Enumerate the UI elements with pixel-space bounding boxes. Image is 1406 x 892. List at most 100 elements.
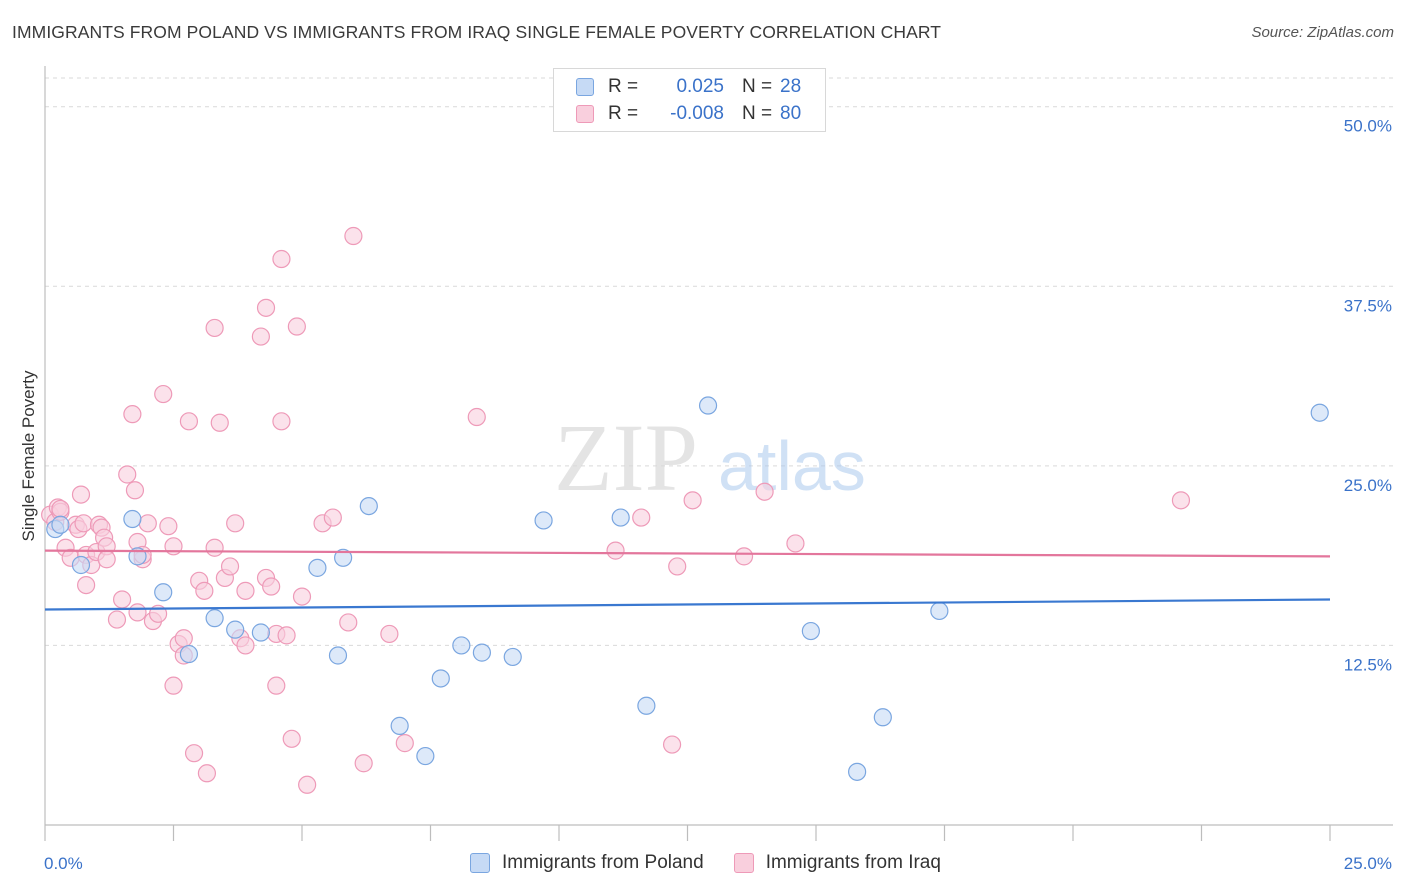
poland-r-label: R = xyxy=(608,76,639,97)
iraq-point xyxy=(323,508,342,527)
iraq-point xyxy=(467,407,486,427)
iraq-point xyxy=(51,499,70,519)
legend-item-iraq: Immigrants from Iraq xyxy=(733,852,941,874)
iraq-point xyxy=(267,676,286,695)
poland-point xyxy=(179,644,199,664)
legend-iraq-swatch xyxy=(733,853,754,873)
iraq-point xyxy=(786,534,805,553)
iraq-point xyxy=(195,581,214,600)
iraq-r-value: -0.008 xyxy=(670,103,724,124)
iraq-point xyxy=(197,764,217,783)
poland-point xyxy=(51,515,70,534)
iraq-point xyxy=(668,557,687,576)
y-tick-label: 12.5% xyxy=(1344,655,1392,674)
legend-iraq-label: Immigrants from Iraq xyxy=(765,852,941,873)
poland-point xyxy=(698,396,718,415)
iraq-r-label: R = xyxy=(608,103,639,124)
poland-point xyxy=(308,558,327,577)
poland-point xyxy=(848,762,867,781)
poland-point xyxy=(71,555,91,575)
iraq-point xyxy=(632,508,651,527)
poland-point xyxy=(873,708,892,727)
poland-swatch xyxy=(576,78,594,96)
iraq-point xyxy=(272,249,291,269)
iraq-trend-line xyxy=(44,549,1331,558)
source-label: Source: ZipAtlas.com xyxy=(1251,24,1394,41)
iraq-point xyxy=(339,613,358,632)
watermark: ZIP atlas xyxy=(554,404,866,511)
iraq-point xyxy=(380,624,399,644)
iraq-point xyxy=(97,550,116,569)
iraq-point xyxy=(220,557,240,576)
poland-point xyxy=(251,623,270,642)
iraq-point xyxy=(74,514,93,533)
poland-trend-line xyxy=(44,598,1331,611)
poland-point xyxy=(1310,403,1329,422)
axes xyxy=(44,66,1393,841)
poland-point xyxy=(390,716,409,735)
y-axis-label: Single Female Poverty xyxy=(19,370,38,542)
iraq-point xyxy=(298,775,317,794)
iraq-point xyxy=(107,610,127,629)
poland-point xyxy=(431,669,450,688)
y-tick-label: 25.0% xyxy=(1344,476,1392,495)
iraq-point xyxy=(128,603,147,622)
legend-poland-swatch xyxy=(470,853,490,873)
legend-poland-label: Immigrants from Poland xyxy=(502,852,704,873)
iraq-point xyxy=(123,405,142,424)
iraq-point xyxy=(174,629,193,648)
poland-point xyxy=(334,548,353,567)
watermark-zip: ZIP xyxy=(554,404,698,511)
iraq-point xyxy=(118,465,137,484)
poland-point xyxy=(534,511,553,530)
iraq-point xyxy=(159,517,178,536)
iraq-point xyxy=(282,729,301,748)
correlation-legend: R = 0.025 N = 28 R = -0.008 N = 80 xyxy=(553,68,826,132)
poland-point xyxy=(611,508,630,527)
legend-item-poland: Immigrants from Poland xyxy=(470,852,704,874)
poland-point xyxy=(416,746,435,766)
poland-point xyxy=(154,583,173,602)
iraq-point xyxy=(236,581,255,600)
iraq-point xyxy=(344,226,363,246)
iraq-point xyxy=(354,754,373,773)
poland-point xyxy=(123,509,142,529)
iraq-point xyxy=(662,735,682,754)
chart-title: IMMIGRANTS FROM POLAND VS IMMIGRANTS FRO… xyxy=(12,22,942,42)
data-points xyxy=(41,226,1329,794)
iraq-point xyxy=(184,744,204,763)
gridlines xyxy=(45,77,1393,646)
iraq-point xyxy=(112,590,132,609)
iraq-point xyxy=(272,412,291,431)
iraq-point xyxy=(205,538,224,557)
iraq-point xyxy=(262,577,281,596)
iraq-point xyxy=(205,318,224,338)
iraq-point xyxy=(277,626,296,645)
legend-row-poland: R = 0.025 N = 28 xyxy=(576,75,801,99)
iraq-point xyxy=(606,541,625,560)
poland-point xyxy=(328,646,348,665)
iraq-point xyxy=(71,485,91,504)
poland-r-value: 0.025 xyxy=(676,76,724,97)
iraq-point xyxy=(395,734,414,753)
iraq-point xyxy=(251,327,270,346)
iraq-swatch xyxy=(576,105,594,123)
poland-n-label: N = xyxy=(742,76,773,97)
iraq-point xyxy=(236,636,255,655)
watermark-atlas: atlas xyxy=(718,427,866,505)
poland-point xyxy=(503,647,522,667)
y-tick-label: 50.0% xyxy=(1344,117,1392,136)
legend-row-iraq: R = -0.008 N = 80 xyxy=(576,102,801,126)
iraq-point xyxy=(734,547,754,566)
poland-point xyxy=(226,620,245,639)
poland-point xyxy=(359,496,378,516)
iraq-point xyxy=(179,412,199,431)
iraq-point xyxy=(154,384,173,404)
poland-point xyxy=(930,601,949,621)
x-tick-label: 0.0% xyxy=(44,854,83,873)
tick-labels: 12.5% 25.0% 37.5% 50.0% 0.0% 25.0% xyxy=(44,117,1392,873)
iraq-point xyxy=(683,491,702,510)
iraq-point xyxy=(292,587,312,606)
series-legend: Immigrants from Poland Immigrants from I… xyxy=(470,852,971,874)
